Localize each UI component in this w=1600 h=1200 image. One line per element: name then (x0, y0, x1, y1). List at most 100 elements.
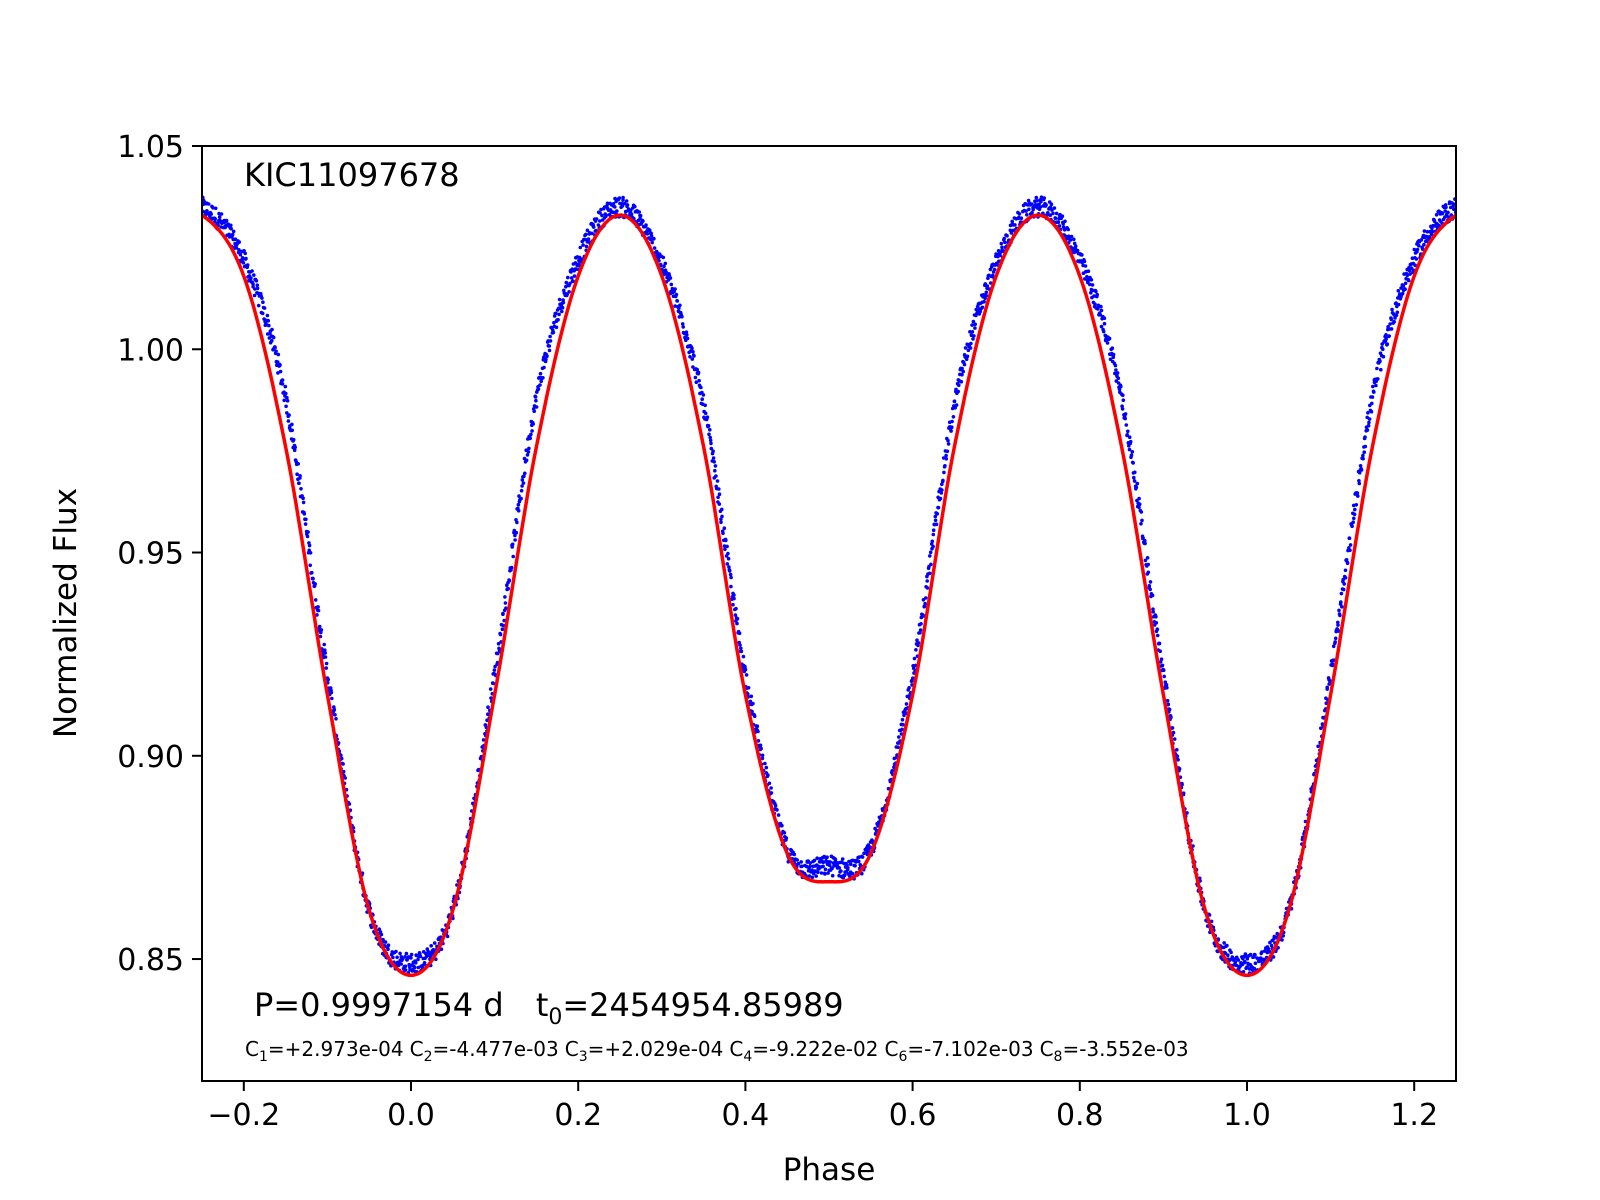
observed-point (775, 808, 779, 812)
observed-point (800, 864, 804, 869)
observed-point (1110, 346, 1115, 351)
observed-point (709, 446, 714, 451)
observed-point (674, 292, 679, 297)
observed-point (1365, 428, 1370, 432)
observed-point (1331, 644, 1336, 649)
observed-point (302, 512, 307, 516)
observed-point (828, 860, 832, 864)
observed-point (323, 651, 328, 655)
coef-subscript: 6 (898, 1049, 907, 1065)
observed-point (1403, 287, 1407, 292)
y-tick-label: 0.90 (117, 740, 184, 775)
observed-point (764, 765, 769, 770)
observed-point (953, 406, 957, 410)
observed-point (282, 398, 287, 403)
observed-point (1345, 561, 1350, 566)
observed-point (527, 446, 531, 451)
observed-point (307, 541, 311, 545)
t0-value: =2454954.85989 (562, 986, 843, 1024)
observed-point (409, 952, 414, 957)
y-axis-label: Normalized Flux (48, 488, 84, 738)
observed-point (1151, 610, 1155, 614)
observed-point (727, 569, 732, 573)
observed-point (677, 306, 681, 310)
observed-point (514, 530, 519, 535)
observed-point (1164, 683, 1169, 687)
observed-point (1375, 366, 1379, 371)
observed-point (1024, 209, 1028, 213)
observed-point (1121, 393, 1125, 398)
observed-point (481, 738, 486, 742)
observed-point (931, 532, 936, 537)
observed-point (266, 318, 271, 323)
observed-point (1358, 464, 1363, 468)
observed-point (810, 875, 815, 880)
observed-point (1388, 322, 1392, 326)
observed-point (1222, 941, 1226, 945)
observed-point (1234, 963, 1239, 968)
observed-point (1126, 429, 1130, 434)
observed-point (252, 293, 257, 298)
plot-area (202, 195, 1456, 978)
observed-point (292, 448, 297, 453)
observed-point (308, 551, 313, 555)
observed-point (1430, 229, 1435, 234)
observed-point (755, 724, 760, 728)
observed-point (564, 280, 569, 285)
x-tick-label: 0.4 (722, 1098, 770, 1133)
observed-point (830, 873, 835, 878)
observed-point (205, 209, 209, 213)
observed-point (1348, 548, 1352, 553)
observed-point (680, 322, 685, 326)
observed-point (285, 395, 289, 400)
observed-point (213, 206, 218, 211)
observed-point (692, 354, 696, 358)
observed-point (890, 769, 894, 773)
observed-point (1162, 674, 1166, 679)
observed-point (1361, 453, 1365, 458)
observed-point (641, 219, 645, 223)
observed-point (1073, 244, 1078, 248)
observed-point (847, 859, 851, 864)
observed-point (224, 218, 229, 223)
observed-point (720, 514, 724, 519)
observed-point (1157, 641, 1162, 646)
x-tick-label: 0.8 (1056, 1098, 1104, 1133)
observed-point (530, 429, 534, 433)
observed-point (795, 858, 799, 862)
observed-point (1119, 384, 1123, 389)
observed-point (1319, 726, 1323, 730)
observed-point (709, 441, 713, 446)
observed-point (966, 348, 971, 353)
observed-point (949, 429, 953, 433)
observed-point (255, 286, 260, 291)
observed-point (695, 367, 699, 372)
observed-point (1394, 313, 1399, 318)
observed-point (717, 487, 721, 491)
observed-point (965, 354, 970, 359)
observed-point (923, 601, 927, 606)
observed-point (377, 927, 382, 931)
observed-point (485, 718, 489, 722)
observed-point (1158, 649, 1162, 653)
observed-point (1403, 281, 1408, 286)
observed-point (960, 372, 964, 377)
observed-point (1098, 313, 1103, 317)
observed-point (1333, 636, 1338, 641)
observed-point (1422, 242, 1426, 247)
observed-point (1091, 288, 1095, 293)
observed-point (1325, 687, 1329, 691)
observed-point (1316, 744, 1320, 749)
observed-point (693, 375, 698, 380)
observed-point (715, 479, 720, 483)
observed-point (1019, 216, 1024, 220)
x-tick-label: 0.6 (889, 1098, 937, 1133)
observed-point (265, 313, 270, 318)
observed-point (510, 542, 515, 547)
observed-point (1101, 329, 1106, 334)
observed-point (705, 415, 710, 420)
observed-point (1374, 383, 1378, 388)
observed-point (492, 668, 497, 672)
observed-point (1146, 570, 1151, 575)
observed-point (1229, 950, 1233, 955)
